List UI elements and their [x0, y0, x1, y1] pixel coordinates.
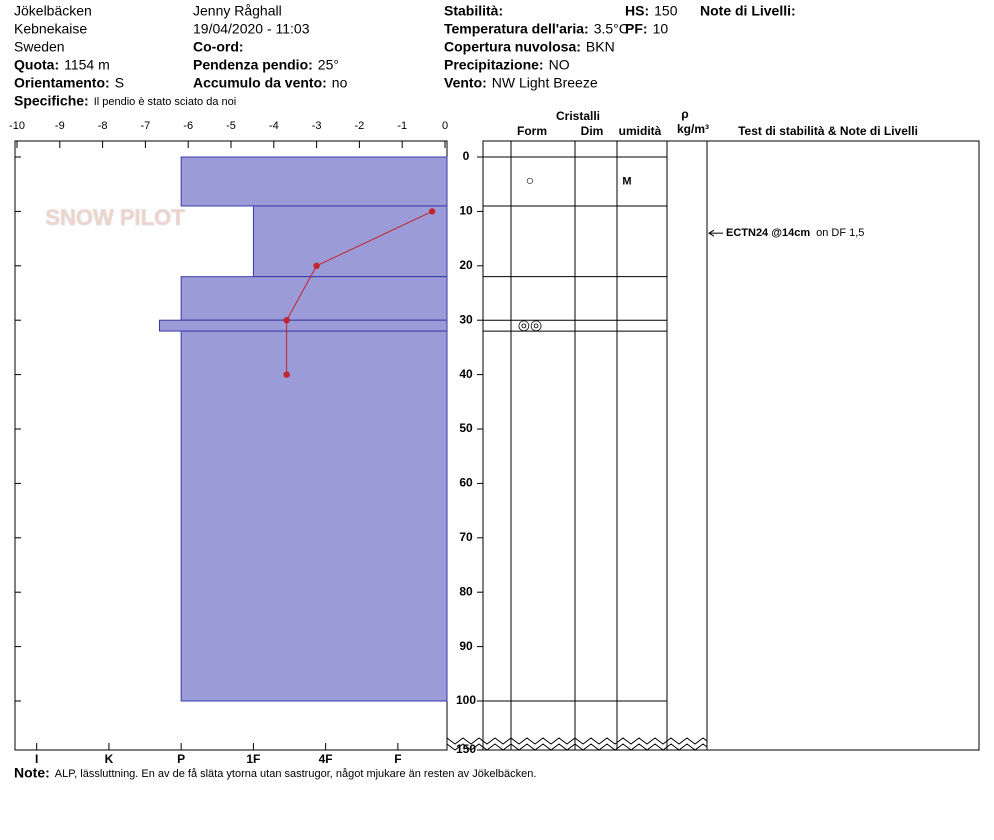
column-header: Form	[517, 124, 547, 138]
table-frame	[482, 140, 980, 751]
x-tick-label: 0	[442, 120, 448, 132]
hardness-tick-label: K	[105, 752, 114, 766]
hardness-tick-label: 1F	[246, 752, 260, 766]
x-tick-label: -5	[226, 120, 236, 132]
column-header: Test di stabilità & Note di Livelli	[738, 124, 918, 138]
hardness-tick-label: 4F	[319, 752, 333, 766]
note: ALP, lässluttning. En av de få släta yto…	[55, 768, 537, 780]
pf: 10	[653, 21, 669, 37]
test-result: ECTN24 @14cm	[726, 227, 810, 239]
logo: SNOW PILOT	[45, 205, 185, 230]
x-tick-label: -9	[55, 120, 65, 132]
temperature-line	[286, 210, 433, 375]
test-detail: on DF 1,5	[816, 227, 864, 239]
x-tick-label: -3	[312, 120, 322, 132]
test-arrowhead	[708, 229, 715, 237]
x-tick-label: -1	[397, 120, 407, 132]
column-header: Cristalli	[556, 109, 600, 123]
aspect-label: Orientamento:	[14, 75, 110, 91]
wind-loading: no	[332, 75, 348, 91]
y-tick-label: 50	[459, 421, 473, 435]
column-header: ρ	[681, 107, 688, 121]
elevation-label: Quota:	[14, 57, 59, 73]
slope: 25°	[318, 57, 339, 73]
specifics: Il pendio è stato sciato da noi	[94, 96, 236, 108]
y-tick-label: 20	[459, 258, 473, 272]
hardness-tick-label: F	[394, 752, 401, 766]
aspect: S	[115, 75, 124, 91]
country: Sweden	[14, 39, 65, 55]
temperature-point	[428, 208, 436, 215]
location: Jökelbäcken	[14, 3, 92, 19]
temperature-point	[283, 371, 290, 378]
wind-loading-label: Accumulo da vento:	[193, 75, 327, 91]
stability-label: Stabilità:	[444, 3, 503, 19]
hardness-bar	[180, 276, 448, 321]
hs: 150	[654, 3, 678, 19]
x-tick-label: -10	[9, 120, 25, 132]
x-tick-label: -4	[269, 120, 279, 132]
y-tick-label: 90	[459, 639, 473, 653]
y-tick-label: 10	[459, 204, 473, 218]
grain-form: ◎◎	[518, 316, 542, 332]
hardness-tick-label: I	[35, 752, 38, 766]
y-tick-label: 100	[456, 693, 476, 707]
moisture: M	[622, 175, 631, 187]
break-zigzag	[446, 743, 708, 751]
y-tick-label: 60	[459, 476, 473, 490]
wind: NW Light Breeze	[492, 75, 598, 91]
hardness-bar	[252, 205, 448, 278]
elevation: 1154 m	[64, 57, 110, 73]
y-tick-label: 70	[459, 530, 473, 544]
y-tick-label: 30	[459, 312, 473, 326]
hardness-bar	[158, 319, 448, 332]
hs-label: HS:	[625, 3, 649, 19]
y-tick-label: 0	[463, 149, 470, 163]
datetime: 19/04/2020 - 11:03	[193, 21, 310, 37]
break-zigzag	[446, 737, 708, 745]
x-tick-label: -7	[141, 120, 151, 132]
temperature-point	[283, 317, 290, 324]
pf-label: PF:	[625, 21, 648, 37]
specifics-label: Specifiche:	[14, 93, 89, 109]
column-header: kg/m³	[677, 122, 709, 136]
hardness-tick-label: P	[177, 752, 185, 766]
grain-form: ○	[526, 172, 534, 188]
note-label: Note:	[14, 765, 50, 781]
temperature-point	[313, 262, 320, 269]
x-tick-label: -6	[183, 120, 193, 132]
y-tick-label: 80	[459, 584, 473, 598]
cloud-label: Copertura nuvolosa:	[444, 39, 581, 55]
y-tick-label: 150	[456, 742, 476, 756]
hardness-bar	[180, 330, 448, 702]
coord-label: Co-ord:	[193, 39, 244, 55]
cloud: BKN	[586, 39, 615, 55]
precip: NO	[549, 57, 570, 73]
y-tick-label: 40	[459, 367, 473, 381]
region: Kebnekaise	[14, 21, 87, 37]
precip-label: Precipitazione:	[444, 57, 544, 73]
air-temp-label: Temperatura dell'aria:	[444, 21, 589, 37]
slope-label: Pendenza pendio:	[193, 57, 313, 73]
column-header: umidità	[619, 124, 662, 138]
layer-notes-label: Note di Livelli:	[700, 3, 796, 19]
x-tick-label: -2	[355, 120, 365, 132]
wind-label: Vento:	[444, 75, 487, 91]
x-tick-label: -8	[98, 120, 108, 132]
air-temp: 3.5°C	[594, 21, 629, 37]
hardness-bar	[180, 156, 448, 207]
column-header: Dim	[581, 124, 604, 138]
observer: Jenny Råghall	[193, 3, 282, 19]
